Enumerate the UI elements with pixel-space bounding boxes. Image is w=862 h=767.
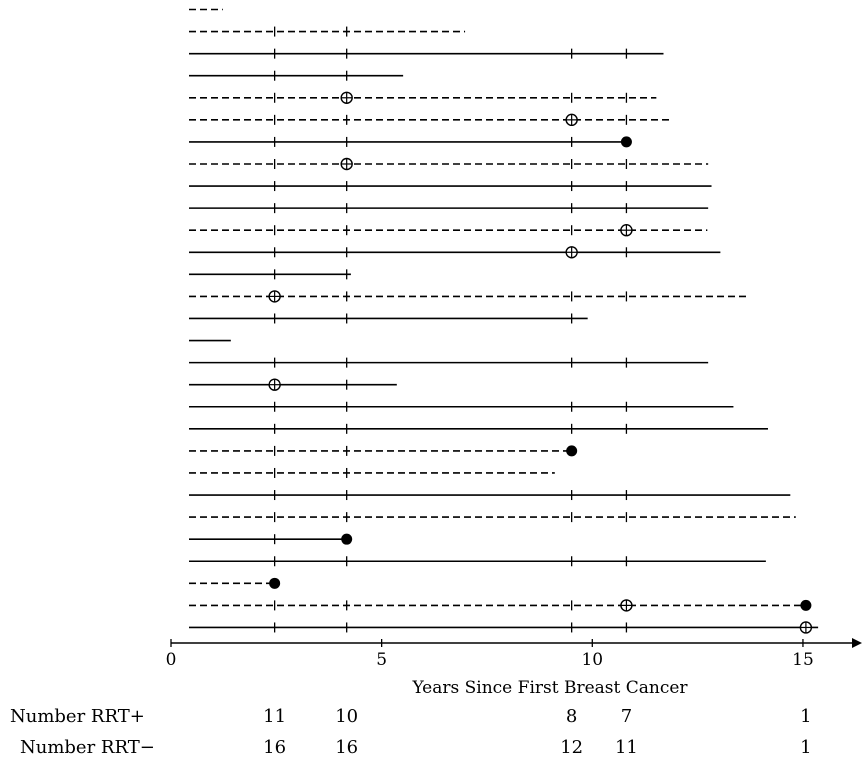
lane-18 [189, 378, 397, 391]
lane-12 [189, 246, 721, 259]
event-open-circle [340, 91, 353, 104]
event-open-circle [620, 223, 633, 237]
lane-24 [189, 512, 796, 523]
lane-11 [189, 223, 708, 237]
x-axis-label: Years Since First Breast Cancer [411, 678, 688, 698]
risk-count: 8 [566, 706, 577, 727]
risk-count: 7 [621, 706, 632, 727]
lane-20 [189, 423, 768, 434]
event-open-circle [340, 157, 353, 171]
risk-count: 1 [800, 706, 811, 727]
x-axis: 0 5 10 15 [166, 638, 862, 670]
event-filled-circle [341, 533, 353, 545]
event-open-circle [565, 246, 578, 259]
lane-5 [189, 91, 657, 104]
risk-row-1: Number RRT+ 11 10 8 7 1 [10, 706, 812, 727]
lane-7 [189, 136, 632, 148]
lane-21 [189, 445, 578, 457]
lane-9 [189, 181, 712, 192]
risk-count: 11 [263, 706, 286, 727]
lane-13 [189, 269, 351, 280]
lane-27 [189, 577, 281, 589]
x-tick-label: 15 [792, 650, 814, 670]
event-open-circle [799, 621, 813, 634]
lane-25 [189, 533, 353, 545]
lane-17 [189, 357, 709, 368]
x-tick-label: 5 [376, 650, 387, 670]
lanes-group [189, 8, 819, 634]
lane-3 [189, 48, 664, 59]
lane-14 [189, 290, 747, 303]
lane-28 [189, 599, 812, 612]
lane-29 [189, 621, 819, 634]
risk-count: 16 [263, 737, 286, 758]
risk-count: 11 [615, 737, 638, 758]
x-tick-label: 10 [581, 650, 603, 670]
risk-count: 1 [800, 737, 811, 758]
risk-row-2: Number RRT− 16 16 12 11 1 [20, 737, 812, 758]
lane-4 [189, 70, 404, 81]
lane-26 [189, 556, 766, 567]
event-filled-circle [620, 136, 632, 148]
event-open-circle [565, 113, 578, 127]
lane-22 [189, 467, 555, 478]
risk-count: 12 [560, 737, 583, 758]
lane-15 [189, 313, 588, 324]
event-open-circle [268, 290, 281, 303]
event-open-circle [268, 378, 281, 391]
risk-count: 16 [335, 737, 358, 758]
event-filled-circle [269, 577, 281, 589]
risk-row-label: Number RRT− [20, 737, 155, 758]
lane-23 [189, 490, 791, 501]
event-filled-circle [566, 445, 578, 457]
risk-row-label: Number RRT+ [10, 706, 145, 727]
lane-8 [189, 157, 709, 171]
lane-10 [189, 203, 709, 214]
event-filled-circle [800, 599, 812, 611]
x-axis-arrowhead [852, 638, 862, 648]
lane-6 [189, 113, 671, 127]
event-open-circle [620, 599, 633, 612]
lane-2 [189, 26, 466, 37]
risk-count: 10 [335, 706, 358, 727]
lane-19 [189, 401, 734, 412]
x-tick-label: 0 [166, 650, 177, 670]
